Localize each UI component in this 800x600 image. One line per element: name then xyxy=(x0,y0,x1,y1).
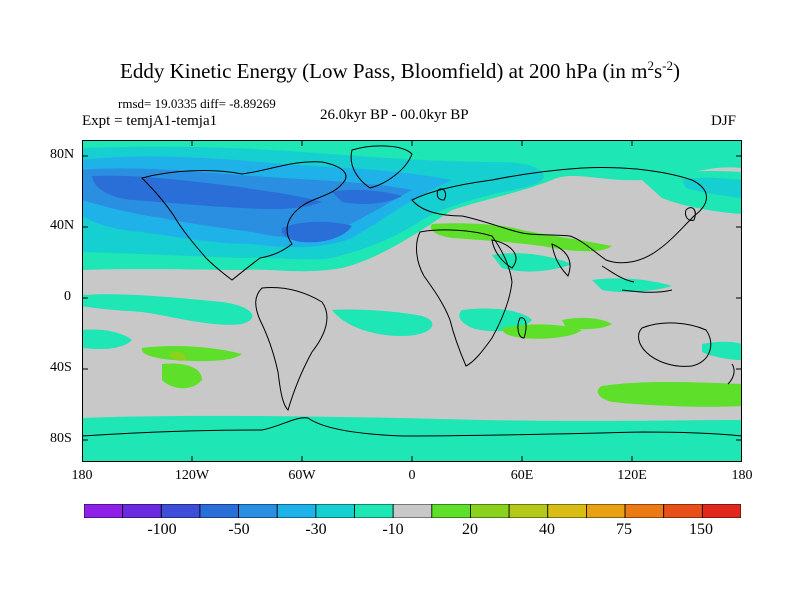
colorbar-swatch xyxy=(238,504,278,518)
colorbar-label: -10 xyxy=(382,521,404,538)
lon-label-180e: 180 xyxy=(731,468,753,483)
colorbar-swatch xyxy=(663,504,703,518)
colorbar-label: -30 xyxy=(305,521,327,538)
contour-south-cyan xyxy=(82,415,742,462)
coast-australia xyxy=(638,322,712,367)
lon-label-120w: 120W xyxy=(174,468,210,483)
contour-yellowgreen-spot xyxy=(170,351,187,361)
colorbar-swatch xyxy=(354,504,394,518)
colorbar-swatch xyxy=(701,504,741,518)
contour-green-spacific xyxy=(141,346,242,362)
colorbar-label: 20 xyxy=(462,521,478,538)
contour-north-blue-b xyxy=(281,221,352,243)
contour-green-mideast xyxy=(430,223,612,252)
map-ticks xyxy=(82,140,742,462)
lat-label-eq: 0 xyxy=(64,289,71,304)
lon-label-180w: 180 xyxy=(71,468,93,483)
colorbar-label: -50 xyxy=(228,521,250,538)
colorbar-swatch xyxy=(508,504,549,518)
colorbar-swatch xyxy=(392,504,433,518)
rmsd-diff-stats: rmsd= 19.0335 diff= -8.89269 xyxy=(118,96,276,111)
coast-arabia xyxy=(491,239,517,269)
colorbar-swatch xyxy=(160,504,201,518)
contour-south-cyan-c xyxy=(702,341,742,360)
lon-label-60w: 60W xyxy=(288,468,316,483)
colorbar xyxy=(84,504,741,518)
contour-tropics-cyan-1 xyxy=(82,294,253,325)
experiment-label: Expt = temjA1-temja1 xyxy=(82,113,218,129)
coast-greenland xyxy=(350,145,413,189)
figure-title: Eddy Kinetic Energy (Low Pass, Bloomfiel… xyxy=(120,58,680,83)
colorbar-swatch xyxy=(276,504,317,518)
coast-japan xyxy=(685,207,696,221)
coast-antarctica xyxy=(82,417,742,437)
eke-difference-map xyxy=(82,140,742,462)
contour-north-blue-a xyxy=(92,175,322,210)
colorbar-swatch xyxy=(470,504,510,518)
colorbar-label: 150 xyxy=(689,521,713,538)
contour-green-indian xyxy=(502,324,582,339)
lon-label-0: 0 xyxy=(408,468,416,483)
lat-label-40s: 40S xyxy=(50,360,72,375)
colorbar-swatch xyxy=(431,504,471,518)
contour-tropics-cyan-5 xyxy=(592,278,672,293)
contour-tropics-cyan-4 xyxy=(492,253,572,272)
colorbar-swatch xyxy=(624,504,665,518)
season-label: DJF xyxy=(711,113,737,129)
contour-north-blue-c xyxy=(332,189,402,204)
coast-eurasia xyxy=(411,167,707,264)
contour-tropics-cyan-2 xyxy=(332,309,433,336)
coast-se-asia xyxy=(601,265,673,293)
lat-label-80s: 80S xyxy=(50,431,72,446)
colorbar-label: 40 xyxy=(539,521,555,538)
coast-india xyxy=(551,243,571,277)
colorbar-swatch xyxy=(122,504,162,518)
coast-madagascar xyxy=(517,317,527,339)
contour-green-indian-b xyxy=(562,317,612,330)
lat-label-40n: 40N xyxy=(50,218,75,233)
contour-green-sindian xyxy=(597,382,742,407)
colorbar-swatch xyxy=(315,504,355,518)
colorbar-label: 75 xyxy=(616,521,632,538)
coast-uk xyxy=(436,188,447,201)
colorbar-swatch xyxy=(586,504,626,518)
lat-label-80n: 80N xyxy=(50,147,75,162)
lon-label-120e: 120E xyxy=(617,468,647,483)
coast-north-america xyxy=(141,161,347,281)
lon-label-60e: 60E xyxy=(510,468,534,483)
coastlines xyxy=(82,145,742,437)
contour-tropics-cyan-3 xyxy=(459,308,532,332)
colorbar-swatch xyxy=(84,504,124,518)
colorbar-label: -100 xyxy=(147,521,177,538)
coast-south-america xyxy=(255,287,328,411)
colorbar-swatch xyxy=(199,504,239,518)
coast-africa xyxy=(416,229,513,367)
contour-south-cyan-b xyxy=(82,329,132,350)
contour-green-satl xyxy=(162,363,202,389)
period-label: 26.0kyr BP - 00.0kyr BP xyxy=(320,107,469,123)
colorbar-swatch xyxy=(547,504,587,518)
coast-new-zealand xyxy=(727,363,735,385)
